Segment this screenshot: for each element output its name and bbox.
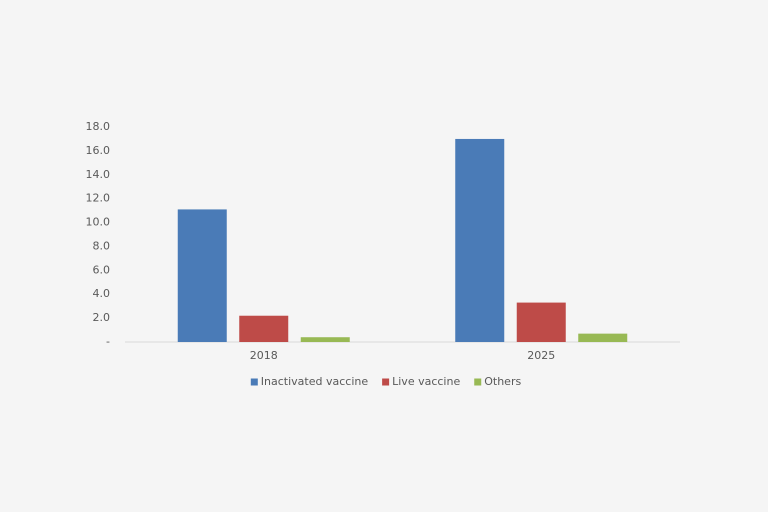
bar — [177, 209, 227, 342]
y-tick-label: 10.0 — [86, 216, 111, 229]
bar — [578, 333, 628, 342]
x-tick-label: 2018 — [250, 349, 278, 362]
y-tick-label: 4.0 — [93, 287, 111, 300]
y-tick-label: 2.0 — [93, 311, 111, 324]
y-tick-label: 14.0 — [86, 168, 111, 181]
legend-marker — [474, 378, 482, 386]
legend-label: Others — [484, 375, 521, 388]
bar — [455, 138, 505, 342]
bar — [300, 337, 350, 342]
y-tick-label: 16.0 — [86, 144, 111, 157]
y-tick-label: 18.0 — [86, 120, 111, 133]
x-tick-label: 2025 — [527, 349, 555, 362]
legend-label: Live vaccine — [392, 375, 460, 388]
bar — [516, 302, 566, 342]
bar — [239, 315, 289, 342]
legend-label: Inactivated vaccine — [261, 375, 369, 388]
legend-marker — [382, 378, 390, 386]
y-tick-label: 6.0 — [93, 263, 111, 276]
legend-marker — [250, 378, 258, 386]
y-tick-label: 8.0 — [93, 239, 111, 252]
y-tick-label: - — [106, 335, 110, 348]
y-tick-label: 12.0 — [86, 192, 111, 205]
